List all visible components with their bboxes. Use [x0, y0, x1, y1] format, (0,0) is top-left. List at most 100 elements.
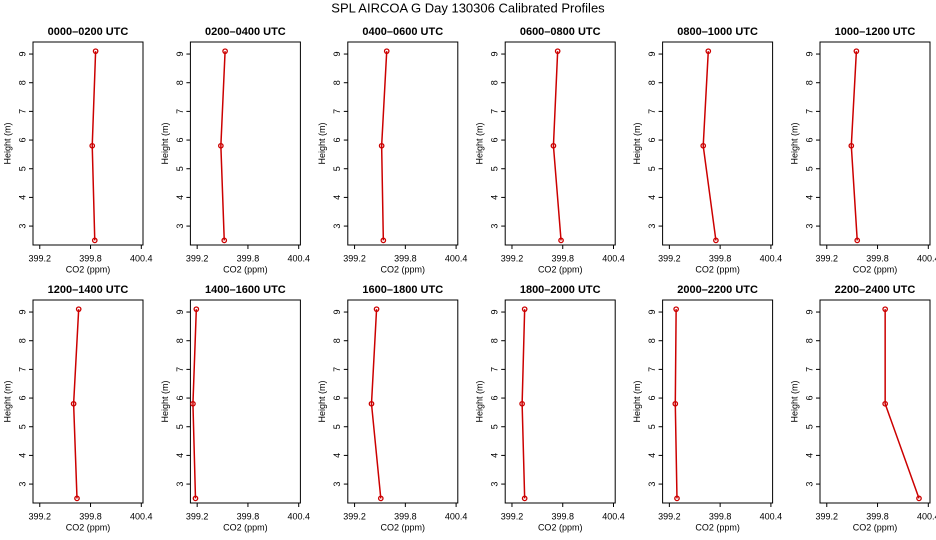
panel-title: 1600–1800 UTC: [362, 284, 443, 296]
panel-title: 2200–2400 UTC: [835, 284, 916, 296]
x-tick-label: 399.2: [186, 511, 209, 521]
x-tick-label: 399.8: [709, 253, 732, 263]
y-tick-label: 5: [17, 424, 27, 429]
panel-title: 1800–2000 UTC: [520, 284, 601, 296]
x-tick-label: 400.4: [917, 253, 936, 263]
x-tick-label: 399.8: [79, 511, 102, 521]
profile-point: [368, 400, 375, 407]
y-tick-label: 8: [804, 80, 814, 85]
panel: 1400–1600 UTC 3 4 5 6 7 8 9 399.2 399.8 400.4 CO2 (…: [160, 284, 310, 532]
y-tick-label: 8: [647, 338, 657, 343]
y-tick-label: 6: [804, 138, 814, 143]
profile-point: [713, 237, 719, 244]
y-tick-label: 8: [332, 80, 342, 85]
y-tick-label: 4: [490, 453, 500, 458]
plot-frame: [347, 299, 459, 504]
profile-line: [521, 309, 526, 499]
y-tick-label: 8: [490, 80, 500, 85]
y-tick-label: 6: [490, 138, 500, 143]
y-tick-label: 7: [175, 367, 185, 372]
profile-line: [552, 51, 562, 241]
panel: 0600–0800 UTC 3 4 5 6 7 8 9 399.2 399.8 400.4 CO2 (…: [475, 26, 625, 274]
y-tick-label: 5: [647, 166, 657, 171]
y-tick-label: 3: [804, 482, 814, 487]
profile-point: [550, 142, 557, 149]
plot-frame: [32, 299, 144, 504]
y-tick-label: 7: [17, 109, 27, 114]
x-tick-label: 400.4: [130, 511, 153, 521]
x-tick-label: 399.2: [501, 253, 524, 263]
plot-frame: [819, 41, 931, 246]
y-tick-label: 5: [490, 166, 500, 171]
profile-point: [380, 237, 387, 244]
x-tick-label: 399.8: [709, 511, 732, 521]
panel: 1200–1400 UTC 3 4 5 6 7 8 9 399.2 399.8 400.4 CO2 (…: [2, 284, 152, 532]
x-tick-label: 400.4: [287, 253, 310, 263]
x-tick-label: 400.4: [602, 511, 625, 521]
y-tick-label: 7: [804, 367, 814, 372]
y-tick-label: 6: [332, 138, 342, 143]
y-tick-label: 5: [332, 166, 342, 171]
x-axis-label: CO2 (ppm): [695, 522, 740, 532]
profile-line: [380, 51, 388, 241]
y-axis-label: Height (m): [475, 122, 485, 164]
x-tick-label: 400.4: [130, 253, 153, 263]
panel-title: 0800–1000 UTC: [677, 26, 758, 38]
y-tick-label: 3: [17, 482, 27, 487]
panel: 0400–0600 UTC 3 4 5 6 7 8 9 399.2 399.8 400.4 CO2 (…: [317, 26, 467, 274]
y-tick-label: 6: [647, 396, 657, 401]
panel: 1000–1200 UTC 3 4 5 6 7 8 9 399.2 399.8 400.4 CO2 (…: [789, 26, 936, 274]
panel-title: 1000–1200 UTC: [835, 26, 916, 38]
y-tick-label: 6: [647, 138, 657, 143]
y-tick-label: 4: [332, 453, 342, 458]
plot-frame: [189, 299, 301, 504]
x-tick-label: 399.2: [501, 511, 524, 521]
x-tick-label: 399.2: [343, 511, 366, 521]
profile-point: [882, 306, 889, 313]
y-tick-label: 6: [490, 396, 500, 401]
plot-frame: [819, 299, 931, 504]
profile-line: [702, 51, 717, 241]
panel-title: 0400–0600 UTC: [362, 26, 443, 38]
x-tick-label: 399.8: [394, 253, 417, 263]
x-tick-label: 399.2: [29, 511, 52, 521]
profile-point: [221, 237, 228, 244]
y-axis-label: Height (m): [2, 380, 12, 422]
y-axis-label: Height (m): [160, 122, 170, 164]
x-tick-label: 399.2: [816, 253, 839, 263]
y-tick-label: 5: [17, 166, 27, 171]
x-tick-label: 400.4: [287, 511, 310, 521]
panel: 0200–0400 UTC 3 4 5 6 7 8 9 399.2 399.8 400.4 CO2 (…: [160, 26, 310, 274]
y-axis-label: Height (m): [789, 122, 799, 164]
y-tick-label: 9: [804, 310, 814, 315]
y-tick-label: 3: [647, 224, 657, 229]
panel: 1800–2000 UTC 3 4 5 6 7 8 9 399.2 399.8 400.4 CO2 (…: [475, 284, 625, 532]
y-tick-label: 6: [17, 396, 27, 401]
profile-point: [854, 237, 861, 244]
y-tick-label: 6: [332, 396, 342, 401]
y-tick-label: 8: [17, 80, 27, 85]
profile-point: [377, 495, 384, 502]
y-tick-label: 8: [332, 338, 342, 343]
y-tick-label: 4: [804, 453, 814, 458]
plot-frame: [504, 41, 616, 246]
x-tick-label: 399.8: [237, 253, 260, 263]
y-tick-label: 7: [804, 109, 814, 114]
y-tick-label: 4: [490, 195, 500, 200]
x-axis-label: CO2 (ppm): [223, 264, 268, 274]
panel-title: 0200–0400 UTC: [205, 26, 286, 38]
profile-point: [192, 495, 199, 502]
profile-point: [373, 306, 380, 313]
y-tick-label: 3: [332, 224, 342, 229]
profile-point: [222, 48, 228, 55]
y-tick-label: 7: [490, 367, 500, 372]
profile-point: [554, 48, 561, 55]
y-tick-label: 7: [175, 109, 185, 114]
x-tick-label: 399.2: [186, 253, 209, 263]
y-tick-label: 5: [175, 166, 185, 171]
x-axis-label: CO2 (ppm): [538, 264, 583, 274]
y-tick-label: 9: [175, 52, 185, 57]
plot-frame: [504, 299, 616, 504]
y-tick-label: 9: [647, 310, 657, 315]
